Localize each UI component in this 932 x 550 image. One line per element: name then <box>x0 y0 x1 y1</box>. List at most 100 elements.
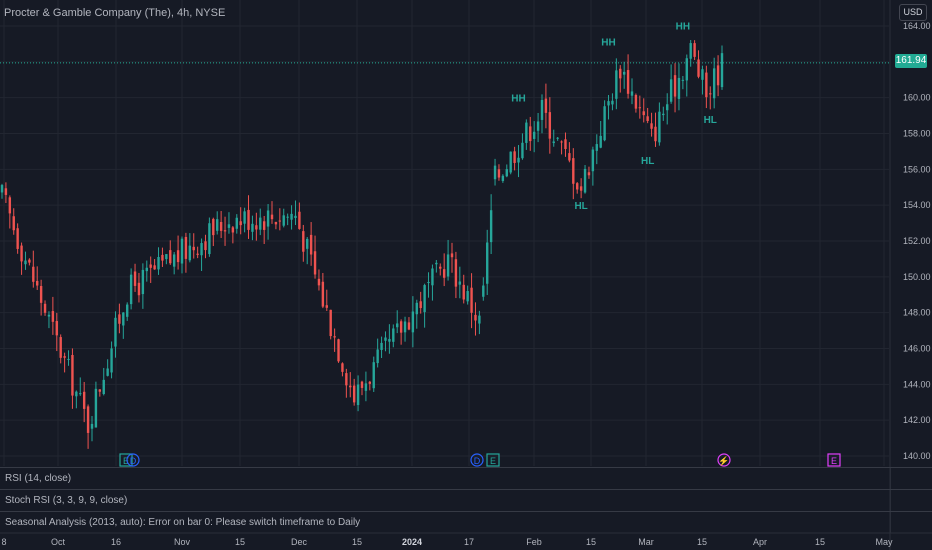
candle <box>75 390 78 409</box>
candle-body <box>529 126 532 142</box>
candle-body <box>595 144 598 151</box>
candle <box>622 61 626 89</box>
earnings-marker-box <box>486 453 500 467</box>
candle-body <box>415 302 418 315</box>
earnings-marker[interactable]: E <box>486 453 500 467</box>
candle <box>286 213 289 226</box>
candle <box>462 274 465 304</box>
candle <box>219 210 223 239</box>
candle <box>364 371 368 402</box>
candle-body <box>20 245 23 262</box>
candle-body <box>392 328 395 342</box>
candle-body <box>384 337 387 341</box>
candle <box>407 317 411 331</box>
candle-body <box>478 315 481 324</box>
candle <box>399 319 403 345</box>
price-tick-label: 156.00 <box>903 164 931 174</box>
price-tick-label: 140.00 <box>903 451 931 461</box>
candle-body <box>486 242 489 284</box>
candle <box>630 78 634 105</box>
candle-body <box>43 303 47 313</box>
candle <box>435 260 438 273</box>
candle <box>333 328 336 352</box>
dividend-marker[interactable]: D <box>126 453 140 467</box>
dividend-marker-circle <box>470 453 484 467</box>
candle-body <box>521 142 524 159</box>
candle-body <box>329 309 332 337</box>
candle <box>266 204 270 240</box>
earnings-future-marker[interactable]: E <box>827 453 841 467</box>
candle <box>450 242 454 273</box>
candle <box>470 273 473 329</box>
candle-body <box>16 228 19 249</box>
candle-body <box>693 43 696 57</box>
time-axis[interactable]: 8 Oct 16 Nov 15 Dec 15 2024 17 Feb 15 Mar 15 Apr 15 May <box>1 537 893 547</box>
currency-button[interactable]: USD <box>899 4 927 21</box>
candle <box>0 183 4 199</box>
candle <box>356 375 360 412</box>
seasonal-pane[interactable]: Seasonal Analysis (2013, auto): Error on… <box>0 511 932 533</box>
time-tick-label: 2024 <box>402 537 422 547</box>
candle-body <box>368 381 372 384</box>
candle <box>270 201 274 224</box>
rsi-pane-label[interactable]: RSI (14, close) <box>5 473 72 484</box>
candle-body <box>603 106 606 141</box>
candle-body <box>262 221 266 230</box>
candle <box>403 316 407 342</box>
candle <box>325 289 328 311</box>
candle <box>51 296 55 335</box>
candle-body <box>380 342 383 350</box>
candle <box>544 83 548 129</box>
candle-body <box>290 213 293 220</box>
candle-body <box>716 65 720 86</box>
earnings-marker[interactable]: E <box>119 453 133 467</box>
candle-body <box>509 151 512 173</box>
candle <box>188 233 192 263</box>
split-marker-circle <box>717 453 731 467</box>
earnings-marker-letter: E <box>123 456 129 466</box>
candle <box>458 266 462 299</box>
candle-body <box>192 246 195 251</box>
candle-body <box>188 245 192 261</box>
candle <box>482 277 485 301</box>
candle <box>615 58 618 110</box>
candle <box>599 121 602 149</box>
candle <box>321 272 325 309</box>
price-axis[interactable]: 140.00 142.00 144.00 146.00 148.00 150.00 152.… <box>903 21 931 461</box>
candle <box>415 299 418 329</box>
symbol-title[interactable]: Procter & Gamble Company (The), 4h, NYSE <box>4 7 226 19</box>
stoch-rsi-pane[interactable]: Stoch RSI (3, 3, 9, 9, close) <box>0 489 932 511</box>
candle-body <box>701 69 704 80</box>
candle <box>501 174 505 183</box>
candle-body <box>411 311 415 333</box>
price-tick-label: 152.00 <box>903 236 931 246</box>
candle-body <box>638 107 642 109</box>
candle-body <box>337 339 340 362</box>
candle <box>161 247 164 267</box>
candle-body <box>525 122 528 143</box>
candle <box>255 212 258 241</box>
last-price-badge: 161.94 <box>895 54 927 68</box>
candle-body <box>184 236 188 259</box>
candle-body <box>28 259 31 263</box>
candle <box>309 222 313 266</box>
candle-body <box>266 210 270 227</box>
price-tick-label: 148.00 <box>903 308 931 318</box>
dividend-marker[interactable]: D <box>470 453 484 467</box>
time-tick-label: 15 <box>352 537 362 547</box>
candle <box>427 272 430 298</box>
candle-body <box>24 260 27 265</box>
rsi-pane[interactable]: RSI (14, close) <box>0 467 932 489</box>
candle <box>184 232 188 273</box>
split-marker[interactable]: ⚡ <box>717 453 731 467</box>
time-tick-label: 15 <box>586 537 596 547</box>
candle-body <box>576 183 579 190</box>
candle-body <box>572 158 575 184</box>
time-tick-label: Apr <box>753 537 767 547</box>
seasonal-pane-label[interactable]: Seasonal Analysis (2013, auto): Error on… <box>5 517 361 528</box>
event-markers[interactable]: E D D E ⚡ E <box>119 453 841 467</box>
stoch-rsi-pane-label[interactable]: Stoch RSI (3, 3, 9, 9, close) <box>5 495 128 506</box>
candle <box>141 263 145 309</box>
